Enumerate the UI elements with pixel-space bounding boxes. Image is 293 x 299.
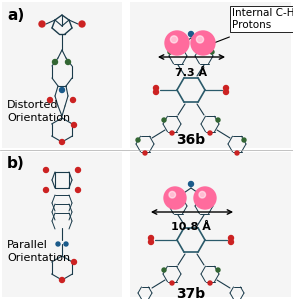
Circle shape — [76, 187, 81, 193]
Circle shape — [79, 21, 85, 27]
Circle shape — [202, 45, 206, 49]
Text: a): a) — [7, 8, 24, 23]
Circle shape — [43, 167, 49, 173]
Circle shape — [43, 187, 49, 193]
Circle shape — [64, 242, 68, 246]
Text: 10.8 Å: 10.8 Å — [171, 222, 211, 232]
Circle shape — [162, 118, 166, 122]
Circle shape — [76, 167, 81, 173]
Circle shape — [188, 181, 193, 187]
Circle shape — [208, 281, 212, 285]
Circle shape — [170, 281, 174, 285]
Circle shape — [143, 151, 147, 155]
Circle shape — [66, 60, 71, 65]
Circle shape — [210, 50, 214, 54]
Circle shape — [208, 131, 212, 135]
Circle shape — [169, 191, 176, 198]
Bar — [2, 2, 122, 148]
Circle shape — [154, 86, 159, 91]
Circle shape — [196, 36, 204, 43]
Circle shape — [168, 50, 172, 54]
Circle shape — [235, 151, 239, 155]
Circle shape — [164, 187, 186, 209]
Circle shape — [224, 86, 229, 91]
Circle shape — [59, 88, 64, 92]
Circle shape — [154, 89, 159, 94]
Circle shape — [149, 239, 154, 245]
Circle shape — [71, 97, 76, 103]
Bar — [2, 152, 122, 297]
Circle shape — [242, 138, 246, 142]
Text: b): b) — [7, 156, 25, 171]
Circle shape — [210, 200, 214, 204]
Circle shape — [59, 277, 64, 283]
Circle shape — [165, 31, 189, 55]
Circle shape — [170, 131, 174, 135]
Circle shape — [199, 191, 206, 198]
Circle shape — [188, 31, 193, 36]
Circle shape — [71, 260, 76, 265]
Circle shape — [56, 242, 60, 246]
Circle shape — [59, 140, 64, 144]
Text: 37b: 37b — [176, 287, 206, 299]
Circle shape — [229, 239, 234, 245]
Circle shape — [39, 21, 45, 27]
Circle shape — [202, 195, 206, 199]
Circle shape — [191, 31, 215, 55]
Circle shape — [216, 118, 220, 122]
Text: Internal C-H
Protons: Internal C-H Protons — [232, 8, 293, 30]
Circle shape — [47, 97, 52, 103]
Text: Distorted
Orientation: Distorted Orientation — [7, 100, 70, 123]
Text: 7.3 Å: 7.3 Å — [175, 68, 207, 78]
Circle shape — [171, 36, 178, 43]
Bar — [130, 152, 291, 297]
Circle shape — [176, 45, 180, 49]
Circle shape — [149, 236, 154, 240]
Circle shape — [216, 268, 220, 272]
Circle shape — [176, 195, 180, 199]
Circle shape — [168, 200, 172, 204]
Circle shape — [162, 268, 166, 272]
Circle shape — [194, 187, 216, 209]
Text: Parallel
Orientation: Parallel Orientation — [7, 240, 70, 263]
Bar — [130, 2, 291, 148]
Text: 36b: 36b — [176, 133, 206, 147]
Circle shape — [229, 236, 234, 240]
Circle shape — [136, 138, 140, 142]
Circle shape — [224, 89, 229, 94]
Circle shape — [71, 123, 76, 127]
Circle shape — [52, 60, 57, 65]
